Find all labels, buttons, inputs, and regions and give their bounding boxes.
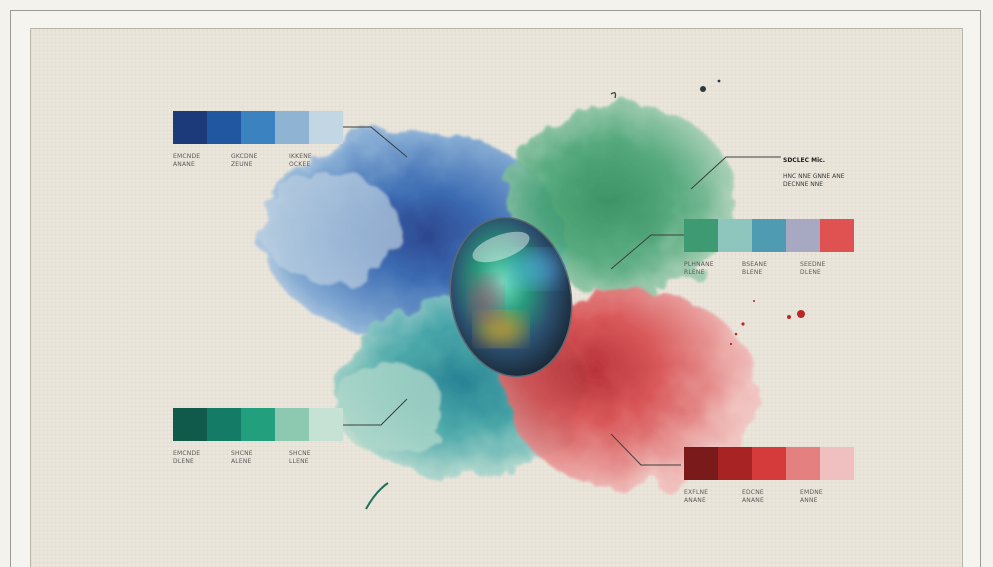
swatch (207, 111, 241, 144)
watercolor-artwork (261, 79, 805, 510)
green-paint-blob (506, 104, 736, 294)
red-paint-blob (506, 289, 756, 489)
swatch (684, 219, 718, 252)
artwork-canvas: EMCNDE ANANE GKCDNE ZEUNE IKKENE OCKEE P… (30, 28, 963, 567)
red-palette-labels: EXFLNE ANANE EDCNE ANANE EMDNE ANNE (684, 489, 858, 505)
annotation-text: HNC NNE GNNE ANE DECNNE NNE (783, 173, 845, 188)
swatch-label: EDCNE ANANE (742, 489, 764, 504)
swatch (173, 111, 207, 144)
swatch-label: EMCNDE ANANE (173, 153, 201, 168)
swatch (207, 408, 241, 441)
blue-color-palette (173, 111, 343, 144)
swatch-label: SEEDNE DLENE (800, 261, 826, 276)
swatch-label: EMDNE ANNE (800, 489, 823, 504)
swatch (752, 447, 786, 480)
swatch-label: SHCNE LLENE (289, 450, 311, 465)
swatch (718, 219, 752, 252)
annotation-note: SDCLEC Mic. HNC NNE GNNE ANE DECNNE NNE (783, 149, 844, 197)
swatch-label: BSEANE BLENE (742, 261, 768, 276)
swatch (752, 219, 786, 252)
opal-gemstone (449, 216, 573, 378)
swatch (275, 408, 309, 441)
swatch (309, 111, 343, 144)
mixed-palette-labels: PLHNANE RLENE BSEANE BLENE SEEDNE DLENE (684, 261, 858, 277)
annotation-title: SDCLEC Mic. (783, 157, 825, 164)
swatch (684, 447, 718, 480)
mixed-color-palette (684, 219, 854, 252)
swatch (786, 219, 820, 252)
swatch (786, 447, 820, 480)
swatch (820, 447, 854, 480)
swatch (820, 219, 854, 252)
swatch-label: PLHNANE RLENE (684, 261, 714, 276)
swatch-label: EXFLNE ANANE (684, 489, 709, 504)
swatch (241, 408, 275, 441)
paint-splatters (729, 300, 805, 346)
red-color-palette (684, 447, 854, 480)
swatch (718, 447, 752, 480)
swatch (309, 408, 343, 441)
swatch-label: EMCNDE DLENE (173, 450, 201, 465)
leader-lines (341, 126, 781, 466)
swatch-label: SHCNE ALENE (231, 450, 253, 465)
teal-color-palette (173, 408, 343, 441)
blue-palette-labels: EMCNDE ANANE GKCDNE ZEUNE IKKENE OCKEE (173, 153, 347, 169)
swatch (241, 111, 275, 144)
swatch (173, 408, 207, 441)
swatch (275, 111, 309, 144)
swatch-label: GKCDNE ZEUNE (231, 153, 258, 168)
swatch-label: IKKENE OCKEE (289, 153, 312, 168)
teal-palette-labels: EMCNDE DLENE SHCNE ALENE SHCNE LLENE (173, 450, 347, 466)
